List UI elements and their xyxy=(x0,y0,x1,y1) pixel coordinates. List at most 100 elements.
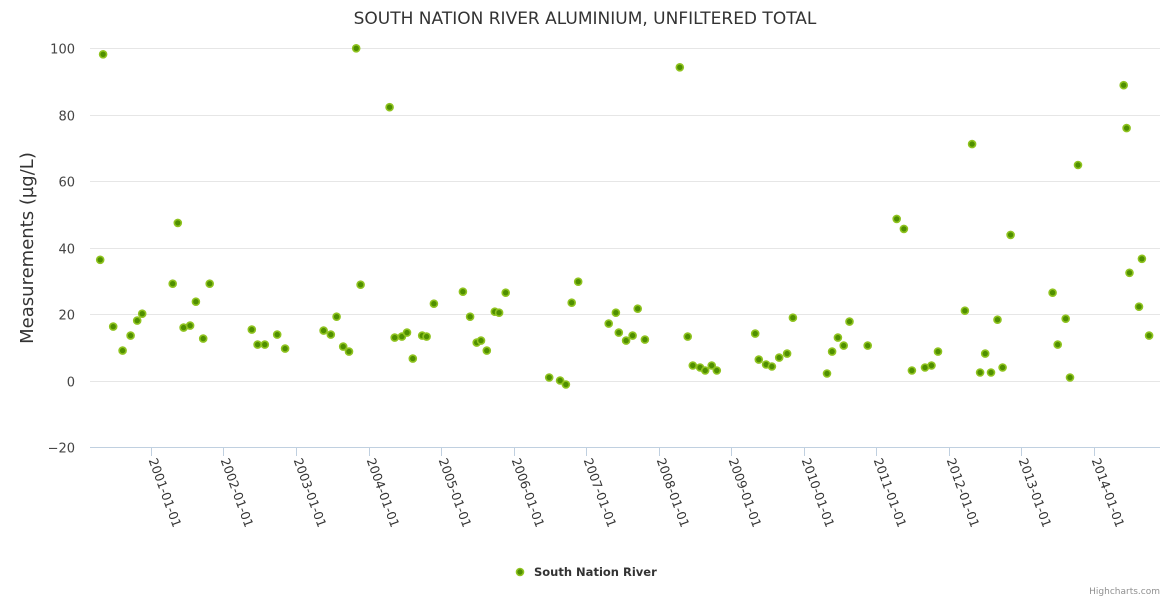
data-point[interactable] xyxy=(319,326,328,335)
data-point[interactable] xyxy=(863,341,873,350)
data-point[interactable] xyxy=(501,288,511,298)
data-point[interactable] xyxy=(1061,314,1070,324)
data-point[interactable] xyxy=(980,349,990,358)
x-tick-label: 2010-01-01 xyxy=(799,456,838,529)
data-point[interactable] xyxy=(754,355,764,364)
data-point[interactable] xyxy=(168,279,177,289)
data-point[interactable] xyxy=(707,361,717,370)
data-point[interactable] xyxy=(191,297,201,307)
data-point[interactable] xyxy=(675,63,685,72)
data-point[interactable] xyxy=(611,308,621,318)
data-point[interactable] xyxy=(621,336,631,345)
data-point[interactable] xyxy=(1006,230,1015,240)
data-point[interactable] xyxy=(845,317,854,326)
x-tick-label: 2004-01-01 xyxy=(364,456,403,529)
data-point[interactable] xyxy=(567,298,577,308)
data-point[interactable] xyxy=(1137,254,1147,264)
data-point[interactable] xyxy=(422,332,431,341)
data-point[interactable] xyxy=(429,299,439,309)
data-point[interactable] xyxy=(561,380,571,389)
data-point[interactable] xyxy=(907,366,917,375)
data-point[interactable] xyxy=(465,312,475,322)
data-point[interactable] xyxy=(198,334,208,343)
data-point[interactable] xyxy=(1073,160,1083,170)
series-south-nation-river[interactable] xyxy=(95,43,1154,389)
data-point[interactable] xyxy=(205,279,214,289)
data-point[interactable] xyxy=(827,347,837,356)
data-point[interactable] xyxy=(260,340,270,349)
data-point[interactable] xyxy=(1119,80,1128,90)
data-point[interactable] xyxy=(118,346,127,355)
data-point[interactable] xyxy=(356,280,365,290)
data-point[interactable] xyxy=(604,319,614,328)
data-point[interactable] xyxy=(975,368,985,377)
data-point[interactable] xyxy=(933,347,943,356)
data-point[interactable] xyxy=(332,312,341,322)
data-point[interactable] xyxy=(633,304,643,314)
data-point[interactable] xyxy=(712,366,722,375)
data-point[interactable] xyxy=(927,361,936,370)
data-point[interactable] xyxy=(544,373,554,382)
data-point[interactable] xyxy=(272,330,282,339)
data-point[interactable] xyxy=(614,328,624,337)
data-point[interactable] xyxy=(173,218,183,228)
data-point[interactable] xyxy=(458,287,468,297)
data-point[interactable] xyxy=(960,306,970,316)
data-point[interactable] xyxy=(683,332,693,341)
data-point[interactable] xyxy=(338,342,348,351)
data-point[interactable] xyxy=(573,277,583,287)
data-point[interactable] xyxy=(839,341,849,350)
data-point[interactable] xyxy=(390,333,400,342)
data-point[interactable] xyxy=(833,333,843,342)
data-point[interactable] xyxy=(494,308,504,318)
data-point[interactable] xyxy=(247,325,257,334)
data-point[interactable] xyxy=(98,49,108,59)
legend-marker-icon[interactable] xyxy=(515,567,525,577)
data-point[interactable] xyxy=(782,349,792,358)
data-point[interactable] xyxy=(280,344,290,353)
data-point[interactable] xyxy=(385,102,394,112)
data-point[interactable] xyxy=(344,347,354,356)
data-point[interactable] xyxy=(402,328,412,337)
data-point[interactable] xyxy=(1144,331,1154,340)
data-point[interactable] xyxy=(482,346,492,355)
data-point[interactable] xyxy=(1125,268,1134,278)
data-point[interactable] xyxy=(822,369,832,378)
legend-item-south-nation-river[interactable]: South Nation River xyxy=(534,565,657,579)
data-point[interactable] xyxy=(993,315,1002,325)
data-point[interactable] xyxy=(126,331,135,340)
y-tick-label: −20 xyxy=(48,442,75,457)
x-tick-label: 2002-01-01 xyxy=(218,456,257,529)
data-point[interactable] xyxy=(774,353,784,362)
data-point[interactable] xyxy=(476,336,486,345)
data-point[interactable] xyxy=(700,366,710,375)
credits-link[interactable]: Highcharts.com xyxy=(1089,587,1160,597)
data-point[interactable] xyxy=(1065,373,1075,382)
data-point[interactable] xyxy=(892,214,902,224)
data-point[interactable] xyxy=(899,224,909,234)
data-point[interactable] xyxy=(1122,123,1131,133)
data-point[interactable] xyxy=(986,368,996,377)
data-point[interactable] xyxy=(1134,302,1144,312)
data-point[interactable] xyxy=(998,363,1007,372)
data-point[interactable] xyxy=(185,321,195,330)
data-point[interactable] xyxy=(95,255,105,265)
data-point[interactable] xyxy=(628,331,637,340)
data-point[interactable] xyxy=(351,43,361,53)
data-point[interactable] xyxy=(767,362,777,371)
data-point[interactable] xyxy=(326,330,336,339)
data-point[interactable] xyxy=(1053,340,1062,349)
data-point[interactable] xyxy=(750,329,760,338)
data-point[interactable] xyxy=(788,313,798,323)
data-point[interactable] xyxy=(640,335,650,344)
data-point[interactable] xyxy=(108,322,118,331)
data-point[interactable] xyxy=(967,139,977,149)
data-point[interactable] xyxy=(137,309,147,319)
data-point[interactable] xyxy=(408,354,418,363)
data-point[interactable] xyxy=(688,361,698,370)
data-point[interactable] xyxy=(132,316,142,325)
legend[interactable]: South Nation River xyxy=(515,565,658,579)
data-point[interactable] xyxy=(253,340,262,349)
data-point[interactable] xyxy=(1048,288,1057,298)
data-point[interactable] xyxy=(555,376,565,385)
